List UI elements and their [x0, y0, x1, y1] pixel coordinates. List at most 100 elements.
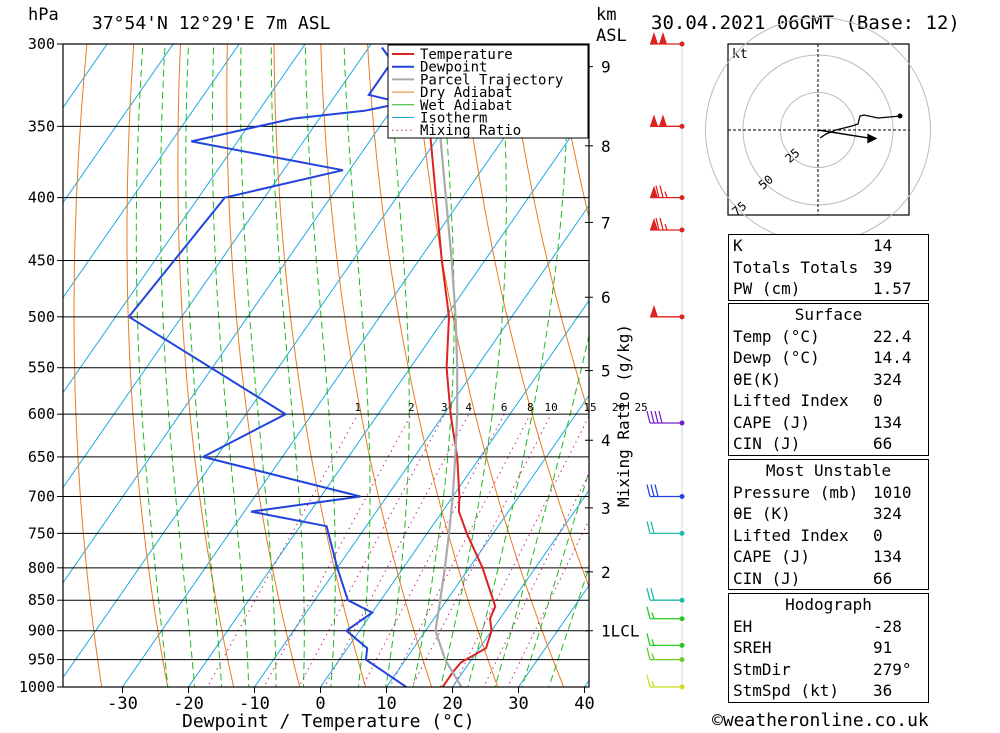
- mixing-ratio-line: [324, 413, 470, 687]
- mixing-ratio-label: 1: [355, 401, 362, 414]
- mixing-ratio-lines: [206, 413, 589, 687]
- wet-adiabat-line: [440, 44, 507, 687]
- hodograph-indices-table: Hodograph EH -28 SREH 91 StmDir 279° StmSpd…: [728, 593, 929, 703]
- table-row: Pressure (mb) 1010: [733, 482, 912, 502]
- legend-entry: Wet Adiabat: [420, 98, 513, 114]
- most-unstable-title: Most Unstable: [765, 461, 892, 480]
- wind-barb: [650, 185, 685, 201]
- table-row: SREH 91: [733, 638, 893, 657]
- dry-adiabat-line: [126, 44, 169, 687]
- storm-motion-vector: [817, 129, 872, 140]
- isotherm-line: [63, 44, 306, 394]
- table-row: Dewp (°C) 14.4: [733, 348, 912, 367]
- table-row: θE (K) 324: [733, 504, 902, 523]
- pressure-tick-label: 400: [28, 189, 55, 207]
- pressure-tick-label: 800: [28, 559, 55, 577]
- wind-barb: [650, 32, 685, 47]
- pressure-unit-label: hPa: [28, 5, 59, 25]
- dry-adiabat-line: [177, 44, 235, 687]
- wind-barb: [650, 114, 685, 129]
- legend-entry: Parcel Trajectory: [420, 72, 563, 88]
- mixing-ratio-label: 25: [635, 401, 648, 414]
- isotherm-line: [517, 584, 589, 687]
- height-tick-label: 9: [601, 58, 611, 77]
- isotherm-line: [63, 44, 372, 489]
- height-tick-label: 3: [601, 499, 611, 518]
- height-tick-label: 8: [601, 137, 611, 156]
- plot-frame: [62, 43, 590, 688]
- sounding-series: [127, 44, 497, 687]
- isotherm-line: [253, 204, 589, 687]
- dry-adiabat-line: [226, 44, 301, 687]
- wind-barb: [646, 521, 685, 536]
- location-title: 37°54'N 12°29'E 7m ASL: [92, 13, 331, 34]
- table-row: CAPE (J) 134: [733, 547, 902, 566]
- table-row: CIN (J) 66: [733, 568, 893, 588]
- height-tick-label: 2: [601, 563, 611, 582]
- temperature-tick-label: 10: [376, 694, 396, 714]
- isotherm-line: [63, 44, 108, 109]
- height-tick-label: 5: [601, 362, 611, 381]
- temperature-tick-label: -30: [107, 694, 138, 714]
- wind-barb: [646, 633, 685, 648]
- dry-adiabat-line: [507, 44, 589, 416]
- table-row: StmSpd (kt) 36: [733, 681, 893, 700]
- table-row: Lifted Index 0: [733, 391, 883, 410]
- isotherm-line: [63, 44, 438, 584]
- pressure-tick-label: 550: [28, 359, 55, 377]
- pressure-tick-label: 600: [28, 405, 55, 423]
- mixing-ratio-line: [263, 413, 412, 687]
- pressure-axis: 300 350 400 450 500 550 600 650 700 750 800 850 900 9…: [19, 35, 63, 696]
- height-axis: 9 8 7 6 5 4 3 2 1LCL: [585, 58, 640, 641]
- height-tick-label: 7: [601, 213, 611, 232]
- mixing-ratio-line: [507, 518, 589, 687]
- legend-entry: Dewpoint: [420, 60, 487, 76]
- pressure-tick-label: 1000: [19, 678, 55, 696]
- dry-adiabat-line: [73, 44, 103, 687]
- wind-barb: [646, 588, 685, 603]
- wind-barb: [646, 410, 685, 426]
- height-unit-km: km: [596, 5, 616, 25]
- mixing-ratio-line: [361, 413, 505, 687]
- general-indices-table: K 14 Totals Totals 39 PW (cm) 1.57: [728, 234, 929, 301]
- datetime-title: 30.04.2021 06GMT (Base: 12): [651, 12, 960, 34]
- table-row: θE(K) 324: [733, 369, 902, 389]
- dry-adiabat-line: [273, 44, 367, 687]
- table-row: Totals Totals 39: [733, 257, 893, 277]
- pressure-tick-label: 950: [28, 651, 55, 669]
- isotherm-line: [63, 44, 240, 299]
- wet-adiabat-line: [211, 44, 250, 687]
- mixing-ratio-label: 2: [408, 401, 415, 414]
- hodograph-trace: [819, 114, 901, 139]
- mixing-ratio-label: 10: [544, 401, 557, 414]
- wet-adiabat-line: [270, 44, 305, 687]
- mixing-ratio-label: 6: [501, 401, 508, 414]
- mixing-ratio-label: 4: [465, 401, 472, 414]
- temperature-tick-label: -20: [173, 694, 204, 714]
- mixing-ratio-line: [298, 413, 445, 687]
- mixing-ratio-line: [483, 472, 589, 687]
- storm-motion-arrowhead: [867, 133, 878, 144]
- dry-adiabat-line: [320, 44, 433, 687]
- height-tick-label: 6: [601, 288, 611, 307]
- dry-adiabat-line: [460, 44, 589, 589]
- wet-adiabat-line: [135, 44, 169, 687]
- table-row: K 14: [733, 236, 893, 255]
- mixing-ratio-label: 3: [441, 401, 448, 414]
- wind-barb: [646, 484, 685, 500]
- table-row: StmDir 279°: [733, 659, 912, 679]
- pressure-tick-label: 450: [28, 252, 55, 270]
- temperature-tick-label: 0: [315, 694, 325, 714]
- legend-entry: Dry Adiabat: [420, 85, 513, 101]
- table-row: CIN (J) 66: [733, 434, 893, 453]
- parcel-trajectory-line: [434, 44, 463, 687]
- mixing-ratio-line: [206, 413, 359, 687]
- wet-adiabat-line: [240, 44, 277, 687]
- wet-adiabat-line: [185, 44, 223, 687]
- wet-adiabat-line: [412, 44, 455, 687]
- pressure-tick-label: 750: [28, 524, 55, 542]
- wet-adiabat-line: [160, 44, 196, 687]
- isotherm-line: [451, 489, 589, 687]
- copyright-link[interactable]: ©weatheronline.co.uk: [712, 710, 929, 731]
